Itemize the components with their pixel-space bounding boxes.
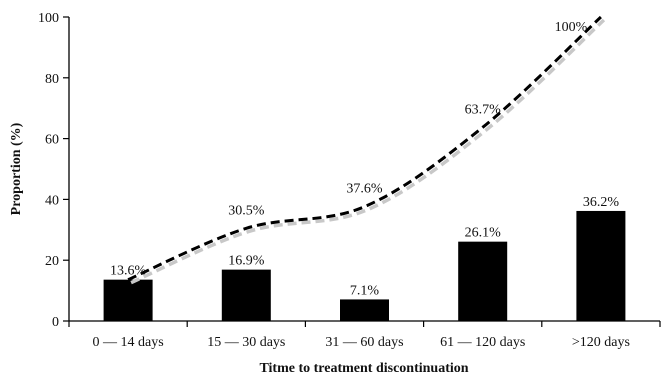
y-tick-label: 80 <box>45 72 59 87</box>
axes <box>68 17 660 322</box>
line-series-shadow <box>130 18 606 285</box>
x-ticks: 0 — 14 days 15 — 30 days 31 — 60 days 61 — … <box>68 321 661 350</box>
line-data-label: 37.6% <box>346 182 383 197</box>
y-tick-label: 20 <box>45 254 59 269</box>
cumulative-line <box>127 15 602 282</box>
line-labels: 30.5% 37.6% 63.7% 100% <box>228 20 587 218</box>
bar-data-label: 13.6% <box>110 264 147 279</box>
bar <box>340 299 389 321</box>
bar-data-label: 7.1% <box>350 283 380 298</box>
x-axis-title: Titme to treatment discontinuation <box>259 361 468 376</box>
line-data-label: 100% <box>555 20 588 35</box>
bar-data-label: 16.9% <box>228 254 265 269</box>
x-tick-label: 15 — 30 days <box>207 335 285 350</box>
y-tick-label: 40 <box>45 193 59 208</box>
y-tick-label: 0 <box>52 315 59 330</box>
bar <box>576 210 626 321</box>
y-axis-title: Proportion (%) <box>9 122 24 215</box>
line-series <box>127 15 606 285</box>
y-tick-label: 60 <box>45 133 59 148</box>
line-data-label: 63.7% <box>465 102 502 117</box>
line-data-label: 30.5% <box>228 203 265 218</box>
bar-labels: 13.6% 16.9% 7.1% 26.1% 36.2% <box>110 195 619 298</box>
bars <box>103 210 626 321</box>
y-ticks: 0 20 40 60 80 100 <box>38 11 69 330</box>
x-tick-label: 31 — 60 days <box>325 335 403 350</box>
bar <box>221 269 271 321</box>
x-tick-label: >120 days <box>572 335 630 350</box>
bar <box>103 279 153 321</box>
x-tick-label: 0 — 14 days <box>93 335 164 350</box>
x-tick-label: 61 — 120 days <box>440 335 525 350</box>
y-tick-label: 100 <box>38 11 59 26</box>
bar-data-label: 36.2% <box>583 195 620 210</box>
bar-data-label: 26.1% <box>465 226 502 241</box>
bar <box>458 241 508 321</box>
